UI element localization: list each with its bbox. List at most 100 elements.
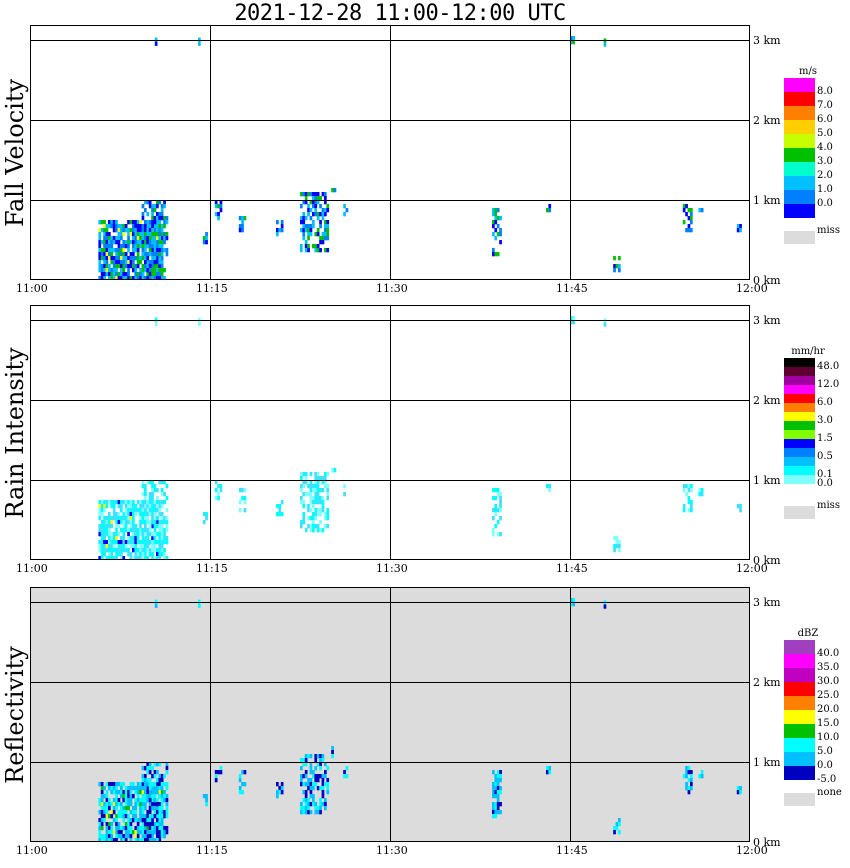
echo-cell [496, 488, 500, 493]
echo-cell [156, 500, 159, 505]
echo-cell [141, 794, 145, 799]
echo-cell [124, 794, 128, 799]
echo-cell [134, 528, 138, 533]
echo-cell [153, 516, 157, 521]
echo-cell [316, 508, 320, 513]
echo-cell [326, 220, 330, 225]
colorbar-swatch [784, 148, 815, 162]
echo-cell [154, 41, 158, 46]
echo-cell [122, 248, 126, 253]
echo-cell [141, 528, 145, 533]
echo-cell [132, 232, 135, 237]
echo-cell [105, 252, 109, 257]
echo-cell [134, 232, 138, 237]
echo-cell [300, 782, 303, 787]
echo-cell [146, 778, 150, 783]
echo-cell [120, 224, 123, 229]
echo-cell [156, 268, 159, 273]
echo-cell [160, 216, 164, 221]
echo-cell [103, 244, 106, 249]
echo-cell [158, 786, 162, 791]
echo-cell [153, 208, 157, 213]
echo-cell [492, 794, 495, 799]
echo-cell [100, 508, 104, 513]
echo-cell [492, 252, 495, 257]
echo-cell [304, 492, 308, 497]
echo-cell [141, 548, 145, 553]
echo-cell [314, 192, 318, 197]
echo-cell [120, 508, 123, 513]
echo-cell [151, 256, 154, 261]
echo-cell [112, 536, 116, 541]
echo-cell [144, 260, 147, 265]
echo-cell [148, 766, 152, 771]
echo-cell [324, 782, 327, 787]
echo-cell [103, 806, 106, 811]
echo-cell [238, 488, 242, 493]
colorbar-label: 6.0 [817, 397, 833, 408]
echo-cell [103, 224, 106, 229]
echo-cell [144, 548, 147, 553]
echo-cell [163, 774, 166, 779]
echo-cell [314, 212, 318, 217]
echo-cell [494, 488, 498, 493]
echo-cell [304, 196, 308, 201]
echo-cell [146, 762, 150, 767]
echo-cell [141, 244, 145, 249]
echo-cell [307, 754, 310, 759]
echo-cell [165, 516, 169, 521]
echo-cell [312, 496, 315, 501]
echo-cell [132, 508, 135, 513]
echo-cell [108, 264, 111, 269]
echo-cell [105, 540, 109, 545]
echo-cell [326, 472, 330, 477]
echo-cell [134, 256, 138, 261]
echo-cell [98, 802, 102, 807]
echo-cell [148, 762, 152, 767]
grid-refl [30, 587, 750, 842]
echo-cell [219, 488, 223, 493]
echo-cell [158, 806, 162, 811]
echo-cell [682, 204, 686, 209]
echo-cell [165, 508, 169, 513]
echo-cell [300, 248, 303, 253]
echo-cell [153, 528, 157, 533]
echo-cell [100, 838, 104, 842]
x-tick-label: 11:00 [16, 844, 48, 857]
echo-cell [687, 778, 691, 783]
echo-cell [122, 814, 126, 819]
echo-cell [120, 838, 123, 842]
grid-fall [30, 25, 750, 280]
echo-cell [112, 810, 116, 815]
echo-cell [324, 200, 327, 205]
echo-cell [615, 544, 619, 549]
echo-cell [690, 782, 693, 787]
echo-cell [108, 276, 111, 280]
echo-cell [129, 794, 133, 799]
echo-cell [326, 786, 330, 791]
echo-cell [163, 790, 166, 795]
echo-cell [127, 794, 130, 799]
echo-cell [698, 208, 702, 213]
echo-cell [146, 272, 150, 277]
echo-cell [319, 520, 322, 525]
colorbar-swatch [784, 439, 815, 448]
x-tick-label: 11:45 [556, 562, 588, 575]
echo-cell [122, 556, 126, 560]
echo-cell [100, 524, 104, 529]
echo-cell [103, 544, 106, 549]
echo-cell [309, 770, 313, 775]
echo-cell [160, 532, 164, 537]
echo-cell [156, 762, 159, 767]
echo-cell [309, 516, 313, 521]
echo-cell [496, 782, 500, 787]
echo-cell [144, 826, 147, 831]
echo-cell [156, 272, 159, 277]
colorbar-label: 0.5 [817, 451, 833, 462]
colorbar-label: 6.0 [817, 114, 833, 125]
echo-cell [146, 240, 150, 245]
echo-cell [141, 778, 145, 783]
echo-cell [278, 790, 282, 795]
echo-cell [165, 236, 169, 241]
echo-cell [307, 232, 310, 237]
